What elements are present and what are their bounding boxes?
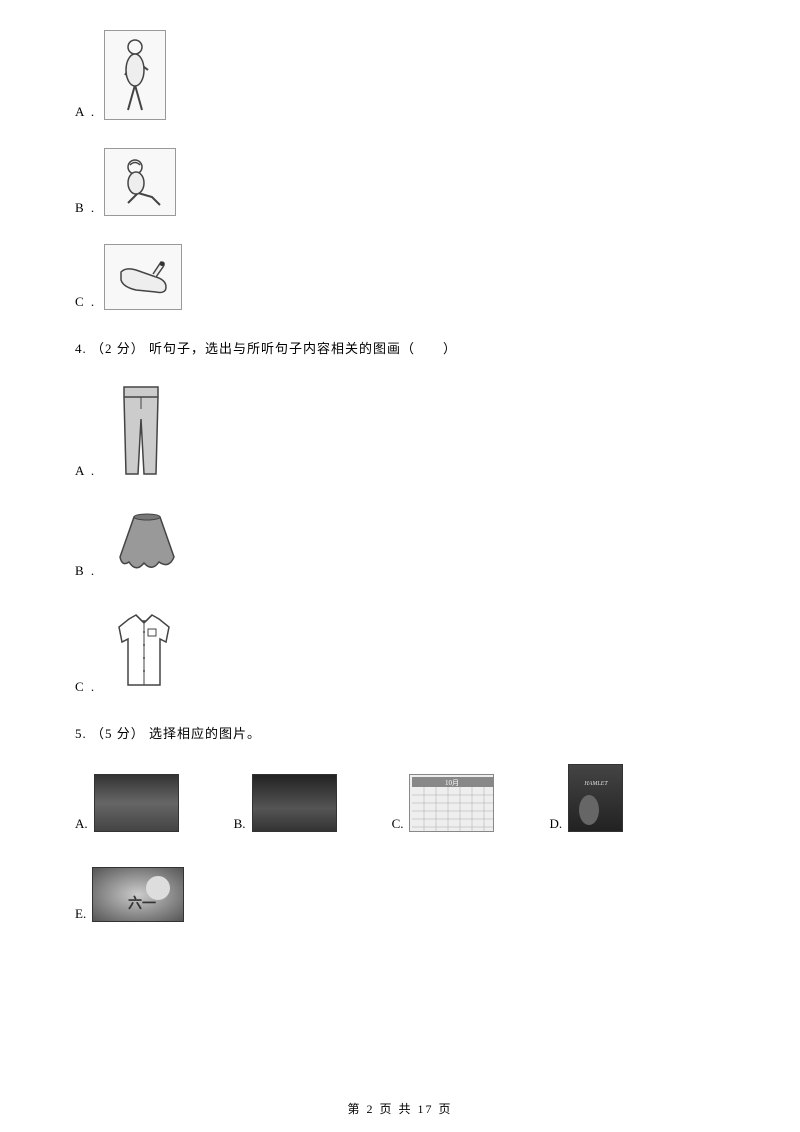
image-hamlet-book: HAMLET — [568, 764, 623, 832]
option-label: C . — [75, 294, 96, 310]
image-photo-a — [94, 774, 179, 832]
q5-points: （5 分） — [91, 726, 145, 741]
q5-number: 5. — [75, 726, 87, 741]
option-label: A . — [75, 104, 96, 120]
svg-text:HAMLET: HAMLET — [583, 781, 608, 787]
option-label: E. — [75, 906, 86, 922]
svg-text:六一: 六一 — [128, 895, 156, 912]
image-hand-finger — [104, 244, 182, 310]
option-label: B. — [234, 816, 246, 832]
image-pants — [104, 379, 178, 479]
option-label: C . — [75, 679, 96, 695]
option-label: B . — [75, 200, 96, 216]
option-label: A . — [75, 463, 96, 479]
q5-text: 选择相应的图片。 — [149, 726, 261, 741]
image-photo-b — [252, 774, 337, 832]
option-label: B . — [75, 563, 96, 579]
image-shirt — [104, 607, 184, 695]
q5-option-a[interactable]: A. — [75, 764, 179, 832]
option-label: A. — [75, 816, 88, 832]
q5-option-d[interactable]: D. HAMLET — [549, 764, 623, 832]
svg-text:10月: 10月 — [445, 779, 459, 787]
option-label: D. — [549, 816, 562, 832]
q5-option-b[interactable]: B. — [234, 764, 337, 832]
q4-text: 听句子，选出与所听句子内容相关的图画（ ） — [149, 341, 457, 356]
q3-option-b[interactable]: B . — [75, 148, 725, 216]
image-photo-e: 六一 — [92, 867, 184, 922]
q4-option-c[interactable]: C . — [75, 607, 725, 695]
option-label: C. — [392, 816, 404, 832]
q4-option-a[interactable]: A . — [75, 379, 725, 479]
q5-option-e[interactable]: E. 六一 — [75, 867, 184, 922]
image-skirt — [104, 507, 190, 579]
q5-option-c[interactable]: C. 10月 — [392, 764, 495, 832]
q5-image-grid: A. B. C. 10月 D. — [75, 764, 725, 922]
question-4: 4. （2 分） 听句子，选出与所听句子内容相关的图画（ ） — [75, 338, 725, 357]
question-5: 5. （5 分） 选择相应的图片。 — [75, 723, 725, 742]
q3-option-c[interactable]: C . — [75, 244, 725, 310]
q4-number: 4. — [75, 341, 87, 356]
image-calendar: 10月 — [409, 774, 494, 832]
image-sitting-person — [104, 148, 176, 216]
footer-text: 第 2 页 共 17 页 — [347, 1102, 452, 1116]
q4-points: （2 分） — [91, 341, 145, 356]
q3-option-a[interactable]: A . — [75, 30, 725, 120]
image-standing-person — [104, 30, 166, 120]
q4-option-b[interactable]: B . — [75, 507, 725, 579]
page-footer: 第 2 页 共 17 页 — [0, 1100, 800, 1117]
